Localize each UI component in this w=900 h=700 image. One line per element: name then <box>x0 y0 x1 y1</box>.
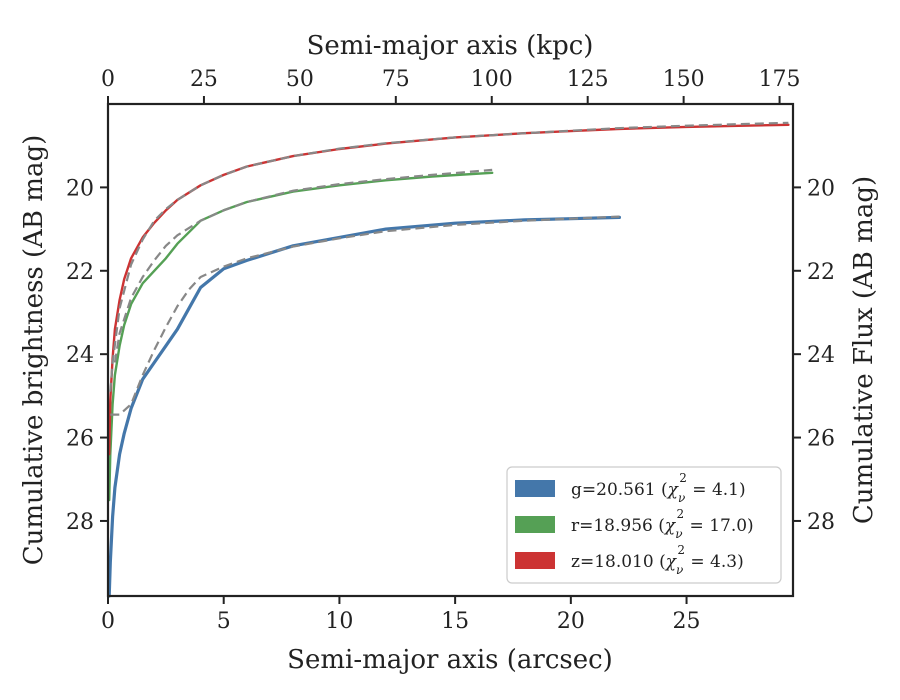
y-tick-label: 28 <box>66 510 94 535</box>
legend-label: g=20.561 (χν2 = 4.1) <box>571 471 746 505</box>
y-tick-label: 26 <box>66 427 94 452</box>
top-x-tick-label: 100 <box>471 67 513 92</box>
fit-line-z <box>109 121 789 392</box>
right-y-tick-label: 24 <box>807 343 835 368</box>
legend-swatch <box>515 480 555 497</box>
legend-items: g=20.561 (χν2 = 4.1)r=18.956 (χν2 = 17.0… <box>515 471 754 577</box>
fit-line-g <box>110 215 620 416</box>
y-tick-label: 20 <box>66 176 94 201</box>
series-line-r <box>107 171 494 502</box>
legend-box <box>506 466 782 584</box>
y-tick-label: 24 <box>66 343 94 368</box>
x-tick-label: 20 <box>557 609 585 634</box>
top-x-axis-title: Semi-major axis (kpc) <box>307 31 594 61</box>
x-axis-title: Semi-major axis (arcsec) <box>287 645 613 675</box>
legend-label: r=18.956 (χν2 = 17.0) <box>571 507 754 541</box>
legend-swatch <box>515 516 555 533</box>
series-line-g <box>107 215 622 598</box>
y-axis-title: Cumulative brightness (AB mag) <box>19 135 49 566</box>
plot-content <box>107 121 790 598</box>
x-tick-label: 15 <box>441 609 469 634</box>
right-y-tick-label: 28 <box>807 510 835 535</box>
right-y-axis: 20 22 24 26 28 <box>793 176 835 535</box>
legend-swatch <box>515 552 555 569</box>
top-x-tick-label: 150 <box>663 67 705 92</box>
x-tick-label: 10 <box>325 609 353 634</box>
legend: g=20.561 (χν2 = 4.1)r=18.956 (χν2 = 17.0… <box>506 466 782 584</box>
right-y-axis-title: Cumulative Flux (AB mag) <box>849 176 879 524</box>
right-y-tick-label: 20 <box>807 176 835 201</box>
top-x-tick-label: 50 <box>286 67 314 92</box>
y-tick-label: 22 <box>66 260 94 285</box>
top-x-tick-label: 125 <box>567 67 609 92</box>
bottom-x-axis: 0 5 10 15 20 25 <box>101 596 701 634</box>
top-x-tick-label: 75 <box>382 67 410 92</box>
x-tick-label: 0 <box>101 609 115 634</box>
x-tick-label: 25 <box>673 609 701 634</box>
right-y-tick-label: 22 <box>807 260 835 285</box>
top-x-tick-label: 0 <box>101 67 115 92</box>
legend-label: z=18.010 (χν2 = 4.3) <box>571 543 744 577</box>
fit-line-r <box>113 168 493 363</box>
top-x-axis: 0 25 50 75 100 125 150 175 <box>101 67 801 104</box>
x-tick-label: 5 <box>217 609 231 634</box>
top-x-tick-label: 175 <box>759 67 801 92</box>
top-x-tick-label: 25 <box>190 67 218 92</box>
left-y-axis: 20 22 24 26 28 <box>66 176 108 535</box>
axes-frame <box>106 102 795 598</box>
right-y-tick-label: 26 <box>807 427 835 452</box>
